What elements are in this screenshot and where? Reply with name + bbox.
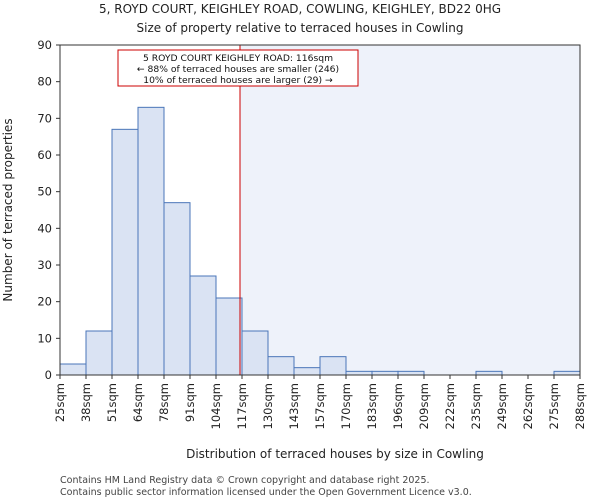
x-tick-label: 25sqm	[53, 383, 67, 422]
x-tick-label: 38sqm	[79, 383, 93, 422]
x-tick-label: 196sqm	[391, 383, 405, 429]
x-tick-label: 104sqm	[209, 383, 223, 429]
x-tick-label: 78sqm	[157, 383, 171, 422]
x-tick-label: 222sqm	[443, 383, 457, 429]
chart-title: 5, ROYD COURT, KEIGHLEY ROAD, COWLING, K…	[99, 2, 501, 16]
y-tick-label: 10	[37, 331, 52, 345]
histogram-bar	[267, 356, 295, 376]
y-tick-label: 50	[37, 185, 52, 199]
y-tick-label: 90	[37, 38, 52, 52]
histogram-bar	[111, 128, 139, 376]
histogram-bar	[319, 356, 347, 376]
annotation-line-2: ← 88% of terraced houses are smaller (24…	[137, 64, 339, 75]
histogram-bar	[241, 330, 269, 376]
x-tick-label: 143sqm	[287, 383, 301, 429]
histogram-bar	[345, 370, 373, 376]
histogram-bar	[293, 367, 321, 376]
chart-subtitle: Size of property relative to terraced ho…	[137, 21, 464, 35]
x-tick-label: 235sqm	[469, 383, 483, 429]
x-axis-label: Distribution of terraced houses by size …	[186, 447, 484, 461]
x-tick-label: 64sqm	[131, 383, 145, 422]
histogram-bar	[163, 202, 191, 376]
x-tick-label: 157sqm	[313, 383, 327, 429]
x-tick-label: 262sqm	[521, 383, 535, 429]
y-axis-label: Number of terraced properties	[1, 118, 15, 301]
y-tick-label: 40	[37, 221, 52, 235]
x-tick-label: 91sqm	[183, 383, 197, 422]
y-tick-label: 20	[37, 295, 52, 309]
x-tick-label: 130sqm	[261, 383, 275, 429]
x-tick-label: 51sqm	[105, 383, 119, 422]
x-tick-label: 275sqm	[547, 383, 561, 429]
x-tick-label: 249sqm	[495, 383, 509, 429]
x-tick-label: 170sqm	[339, 383, 353, 429]
y-tick-label: 80	[37, 75, 52, 89]
histogram-bar	[189, 275, 217, 376]
x-tick-label: 117sqm	[235, 383, 249, 429]
histogram-bar	[397, 370, 425, 376]
x-tick-label: 183sqm	[365, 383, 379, 429]
histogram-bar	[371, 370, 399, 376]
histogram-bar	[553, 370, 581, 376]
footer-line-2: Contains public sector information licen…	[60, 487, 472, 498]
histogram-bar	[137, 106, 165, 376]
y-tick-label: 70	[37, 111, 52, 125]
larger-region-shade	[240, 45, 580, 375]
annotation-frame	[117, 49, 359, 87]
y-tick-label: 60	[37, 148, 52, 162]
annotation-line-1: 5 ROYD COURT KEIGHLEY ROAD: 116sqm	[143, 53, 333, 64]
annotation-box: 5 ROYD COURT KEIGHLEY ROAD: 116sqm ← 88%…	[117, 49, 359, 87]
x-tick-label: 288sqm	[573, 383, 587, 429]
y-tick-label: 30	[37, 258, 52, 272]
histogram-bar	[85, 330, 113, 376]
y-tick-label: 0	[45, 368, 52, 382]
histogram-bar	[59, 363, 87, 376]
x-tick-label: 209sqm	[417, 383, 431, 429]
annotation-line-3: 10% of terraced houses are larger (29) →	[143, 75, 333, 86]
histogram-bar	[215, 297, 243, 376]
histogram-bar	[475, 370, 503, 376]
footer-line-1: Contains HM Land Registry data © Crown c…	[60, 475, 430, 486]
